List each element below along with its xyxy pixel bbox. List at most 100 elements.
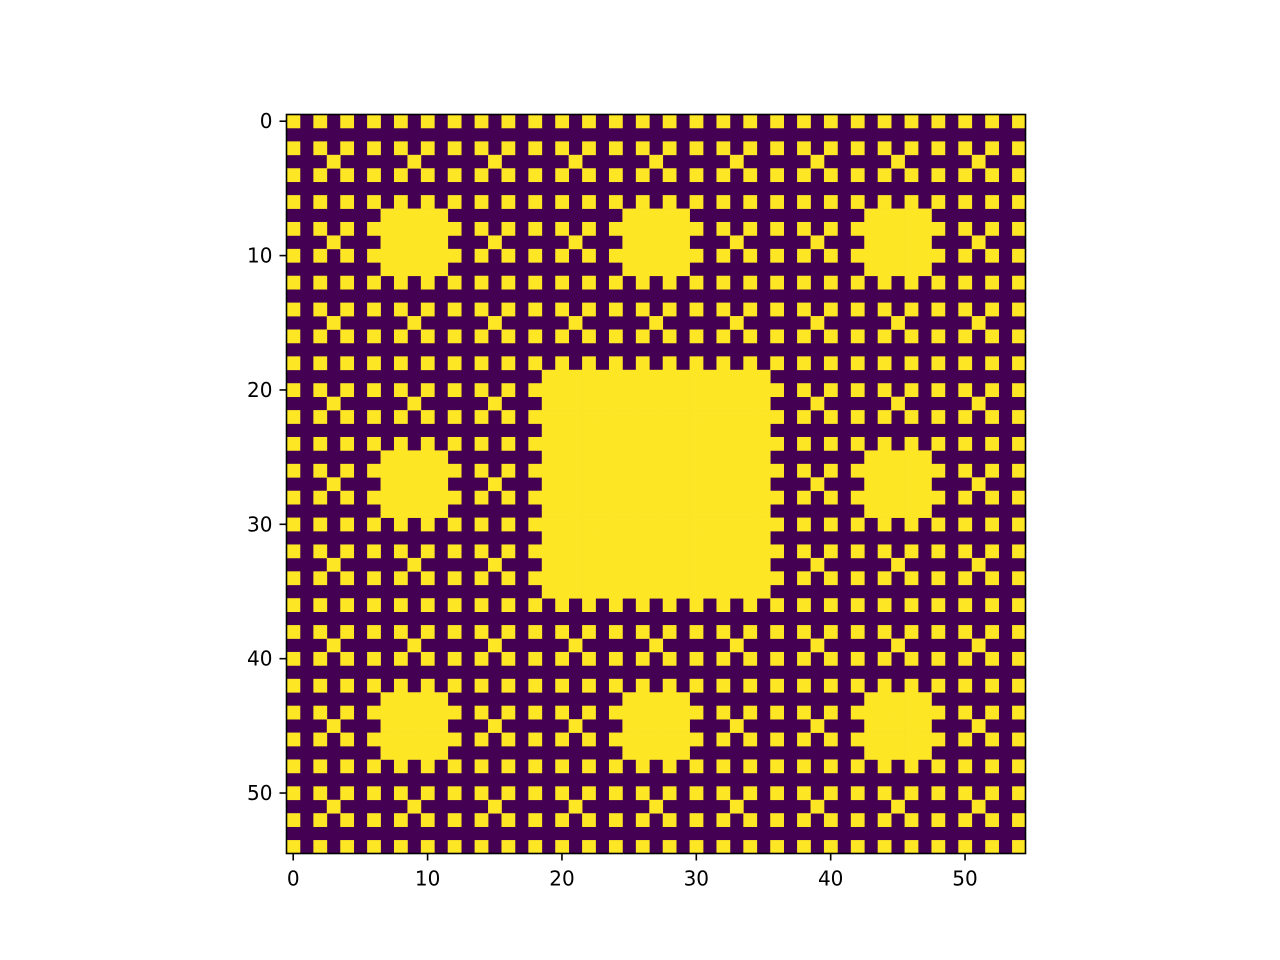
heatmap-cell — [877, 141, 892, 156]
heatmap-cell — [635, 369, 650, 384]
heatmap-cell — [474, 168, 489, 183]
heatmap-cell — [676, 248, 690, 263]
heatmap-cell — [326, 638, 341, 653]
heatmap-cell — [393, 168, 408, 183]
heatmap-cell — [622, 490, 637, 505]
heatmap-cell — [608, 221, 623, 236]
heatmap-cell — [501, 302, 516, 317]
heatmap-cell — [393, 302, 408, 317]
heatmap-cell — [958, 221, 973, 236]
heatmap-cell — [877, 410, 892, 424]
heatmap-cell — [716, 598, 731, 612]
heatmap-cell — [286, 813, 301, 827]
heatmap-cell — [1012, 463, 1026, 478]
heatmap-cell — [286, 248, 301, 263]
heatmap-cell — [420, 383, 435, 398]
heatmap-cell — [555, 195, 570, 209]
heatmap-cell — [434, 248, 449, 263]
heatmap-cell — [891, 705, 905, 720]
heatmap-cell — [756, 477, 771, 492]
heatmap-cell — [582, 463, 596, 478]
heatmap-cell — [608, 463, 623, 478]
heatmap-cell — [474, 195, 489, 209]
heatmap-cell — [622, 248, 637, 263]
heatmap-cell — [340, 275, 355, 290]
heatmap-cell — [931, 840, 946, 854]
heatmap-cell — [985, 114, 999, 129]
heatmap-cell — [568, 369, 583, 384]
heatmap-cell — [877, 248, 892, 263]
heatmap-cell — [689, 557, 704, 572]
heatmap-cell — [676, 544, 690, 559]
heatmap-cell — [756, 490, 771, 505]
heatmap-cell — [823, 625, 838, 639]
heatmap-cell — [703, 557, 717, 572]
heatmap-cell — [474, 732, 489, 747]
heatmap-cell — [326, 557, 341, 572]
heatmap-cell — [555, 813, 570, 827]
heatmap-cell — [447, 490, 462, 505]
heatmap-cell — [823, 544, 838, 559]
heatmap-cell — [488, 154, 502, 169]
heatmap-cell — [608, 504, 623, 518]
heatmap-cell — [850, 813, 865, 827]
heatmap-cell — [420, 544, 435, 559]
heatmap-cell — [555, 396, 570, 411]
heatmap-cell — [864, 705, 879, 720]
heatmap-cell — [891, 316, 905, 330]
heatmap-cell — [662, 651, 677, 666]
heatmap-cell — [447, 840, 462, 854]
heatmap-cell — [743, 356, 758, 371]
heatmap-cell — [501, 786, 516, 801]
heatmap-cell — [622, 423, 637, 438]
heatmap-cell — [797, 840, 811, 854]
heatmap-cell — [380, 463, 395, 478]
heatmap-cell — [528, 302, 543, 317]
heatmap-cell — [608, 531, 623, 545]
heatmap-cell — [904, 436, 919, 451]
heatmap-cell — [393, 732, 408, 747]
heatmap-cell — [649, 531, 664, 545]
heatmap-cell — [676, 463, 690, 478]
heatmap-cell — [501, 410, 516, 424]
heatmap-cell — [541, 504, 556, 518]
heatmap-cell — [931, 329, 946, 344]
heatmap-cell — [367, 248, 381, 263]
heatmap-cell — [555, 248, 570, 263]
heatmap-cell — [447, 544, 462, 559]
heatmap-cell — [501, 544, 516, 559]
heatmap-cell — [703, 383, 717, 398]
heatmap-cell — [1012, 598, 1026, 612]
x-tick-label: 20 — [549, 867, 574, 891]
heatmap-cell — [931, 436, 946, 451]
heatmap-cell — [393, 598, 408, 612]
heatmap-cell — [541, 557, 556, 572]
heatmap-cell — [635, 651, 650, 666]
heatmap-cell — [904, 248, 919, 263]
heatmap-cell — [716, 221, 731, 236]
heatmap-cell — [582, 114, 596, 129]
heatmap-cell — [541, 584, 556, 599]
heatmap-cell — [877, 786, 892, 801]
y-tick-label: 20 — [247, 378, 272, 402]
heatmap-cell — [864, 208, 879, 223]
heatmap-cell — [1012, 678, 1026, 693]
heatmap-cell — [985, 329, 999, 344]
heatmap-cell — [958, 517, 973, 532]
heatmap-cell — [474, 813, 489, 827]
heatmap-cell — [985, 141, 999, 156]
heatmap-cell — [770, 463, 784, 478]
heatmap-cell — [286, 463, 301, 478]
heatmap-cell — [474, 248, 489, 263]
heatmap-cell — [743, 168, 758, 183]
heatmap-cell — [985, 732, 999, 747]
heatmap-cell — [864, 248, 879, 263]
heatmap-cell — [1012, 571, 1026, 586]
heatmap-cell — [649, 262, 664, 277]
heatmap-cell — [904, 705, 919, 720]
heatmap-cell — [918, 262, 932, 277]
heatmap-cell — [797, 114, 811, 129]
heatmap-cell — [877, 208, 892, 223]
heatmap-cell — [1012, 705, 1026, 720]
heatmap-cell — [528, 759, 543, 774]
